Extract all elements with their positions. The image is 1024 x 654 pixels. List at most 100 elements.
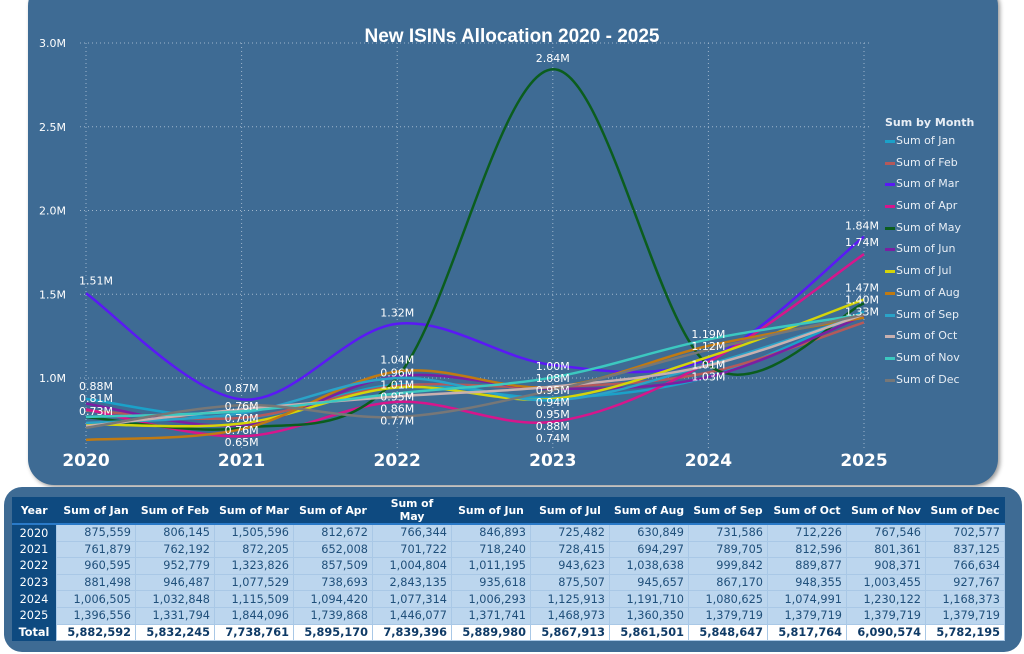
data-label: 0.95M <box>380 391 414 404</box>
data-label: 1.01M <box>380 379 414 392</box>
legend-swatch <box>885 335 895 339</box>
legend-item[interactable]: Sum of Oct <box>885 329 974 351</box>
table-cell: 731,586 <box>688 523 768 542</box>
total-cell: 5,895,170 <box>293 623 373 642</box>
legend-item[interactable]: Sum of Feb <box>885 156 974 178</box>
legend-label: Sum of May <box>896 220 962 234</box>
table-cell: 1,505,596 <box>214 523 294 542</box>
legend-item[interactable]: Sum of Jun <box>885 242 974 264</box>
legend: Sum by Month Sum of Jan Sum of Feb Sum of … <box>885 116 974 394</box>
table-cell: 935,618 <box>451 573 531 592</box>
legend-item[interactable]: Sum of Nov <box>885 351 974 373</box>
table-cell: 1,115,509 <box>214 590 294 608</box>
data-label: 1.00M <box>536 360 570 373</box>
column-header[interactable]: Sum of Oct <box>767 497 847 525</box>
legend-item[interactable]: Sum of Dec <box>885 373 974 395</box>
data-label: 1.01M <box>691 358 725 371</box>
column-header[interactable]: Sum of Mar <box>214 497 294 525</box>
legend-swatch <box>885 270 895 274</box>
column-header[interactable]: Sum of Apr <box>293 497 373 525</box>
data-label: 1.47M <box>845 281 879 294</box>
table-cell: 718,240 <box>451 540 531 559</box>
legend-item[interactable]: Sum of Apr <box>885 199 974 221</box>
data-label: 1.19M <box>691 328 725 341</box>
column-header[interactable]: Sum of Feb <box>135 497 215 525</box>
legend-swatch <box>885 248 895 252</box>
legend-swatch <box>885 140 895 143</box>
table-cell: 875,507 <box>530 573 610 592</box>
total-label: Total <box>12 624 57 641</box>
column-header[interactable]: Year <box>12 497 57 525</box>
table-cell: 1,360,350 <box>609 606 689 625</box>
legend-item[interactable]: Sum of Sep <box>885 308 974 330</box>
column-header[interactable]: Sum of Dec <box>925 497 1005 525</box>
total-cell: 6,090,574 <box>846 623 926 642</box>
table-cell: 1,446,077 <box>372 606 452 625</box>
data-label: 0.74M <box>536 432 570 445</box>
table-cell: 1,844,096 <box>214 606 294 625</box>
legend-item[interactable]: Sum of May <box>885 221 974 243</box>
series-line <box>85 313 865 430</box>
total-cell: 5,861,501 <box>609 623 689 642</box>
total-cell: 5,832,245 <box>135 623 215 642</box>
legend-item[interactable]: Sum of Jan <box>885 134 974 156</box>
table-cell: 1,011,195 <box>451 557 531 575</box>
data-label: 0.73M <box>79 405 113 418</box>
legend-item[interactable]: Sum of Mar <box>885 177 974 199</box>
table-cell: 1,379,719 <box>925 606 1005 625</box>
legend-title: Sum by Month <box>885 116 975 129</box>
data-label: 1.84M <box>845 219 879 232</box>
table-cell: 1,379,719 <box>767 606 847 625</box>
table-cell: 889,877 <box>767 557 847 575</box>
table-cell: 952,779 <box>135 557 215 575</box>
x-tick-label: 2025 <box>840 451 887 471</box>
data-label: 0.65M <box>225 436 259 449</box>
column-header[interactable]: Sum of Jul <box>530 497 610 525</box>
table-cell: 694,297 <box>609 540 689 559</box>
total-cell: 5,817,764 <box>767 623 847 642</box>
table-cell: 801,361 <box>846 540 926 559</box>
legend-swatch <box>885 226 895 230</box>
table-cell: 1,468,973 <box>530 606 610 625</box>
total-cell: 5,889,980 <box>451 623 531 642</box>
legend-label: Sum of Nov <box>896 350 960 364</box>
table-cell: 857,509 <box>293 557 373 575</box>
data-label: 2.84M <box>536 52 570 65</box>
table-cell: 766,634 <box>925 557 1005 575</box>
table-cell: 1,006,505 <box>56 590 136 608</box>
table-cell: 908,371 <box>846 557 926 575</box>
column-header[interactable]: Sum of May <box>372 497 452 525</box>
table-cell: 1,003,455 <box>846 573 926 592</box>
table-cell: 837,125 <box>925 540 1005 559</box>
data-label: 0.86M <box>380 403 414 416</box>
table-cell: 1,038,638 <box>609 557 689 575</box>
data-label: 0.76M <box>225 400 259 413</box>
total-cell: 5,867,913 <box>530 623 610 642</box>
table-cell: 1,077,529 <box>214 573 294 592</box>
legend-item[interactable]: Sum of Aug <box>885 286 974 308</box>
column-header[interactable]: Sum of Nov <box>846 497 926 525</box>
table-cell: 960,595 <box>56 557 136 575</box>
legend-label: Sum of Jun <box>896 242 956 256</box>
legend-label: Sum of Jul <box>896 264 952 278</box>
table-row: 2020 875,559 806,145 1,505,596 812,672 766,34… <box>12 523 1005 542</box>
column-header[interactable]: Sum of Sep <box>688 497 768 525</box>
table-cell: 812,672 <box>293 523 373 542</box>
y-tick-label: 3.0M <box>39 37 66 50</box>
legend-swatch <box>885 356 895 360</box>
column-header[interactable]: Sum of Jun <box>451 497 531 525</box>
column-header[interactable]: Sum of Jan <box>56 497 136 525</box>
table-cell: 789,705 <box>688 540 768 559</box>
legend-item[interactable]: Sum of Jul <box>885 264 974 286</box>
table-row: 2023 881,498 946,487 1,077,529 738,693 2,843,… <box>12 573 1005 592</box>
data-label: 1.12M <box>691 340 725 353</box>
total-cell: 5,882,592 <box>56 623 136 642</box>
table-cell: 767,546 <box>846 523 926 542</box>
table-cell: 712,226 <box>767 523 847 542</box>
table-cell: 2,843,135 <box>372 573 452 592</box>
table-cell: 948,355 <box>767 573 847 592</box>
legend-swatch <box>885 313 895 317</box>
series-line <box>85 298 865 428</box>
table-cell: 1,371,741 <box>451 606 531 625</box>
column-header[interactable]: Sum of Aug <box>609 497 689 525</box>
